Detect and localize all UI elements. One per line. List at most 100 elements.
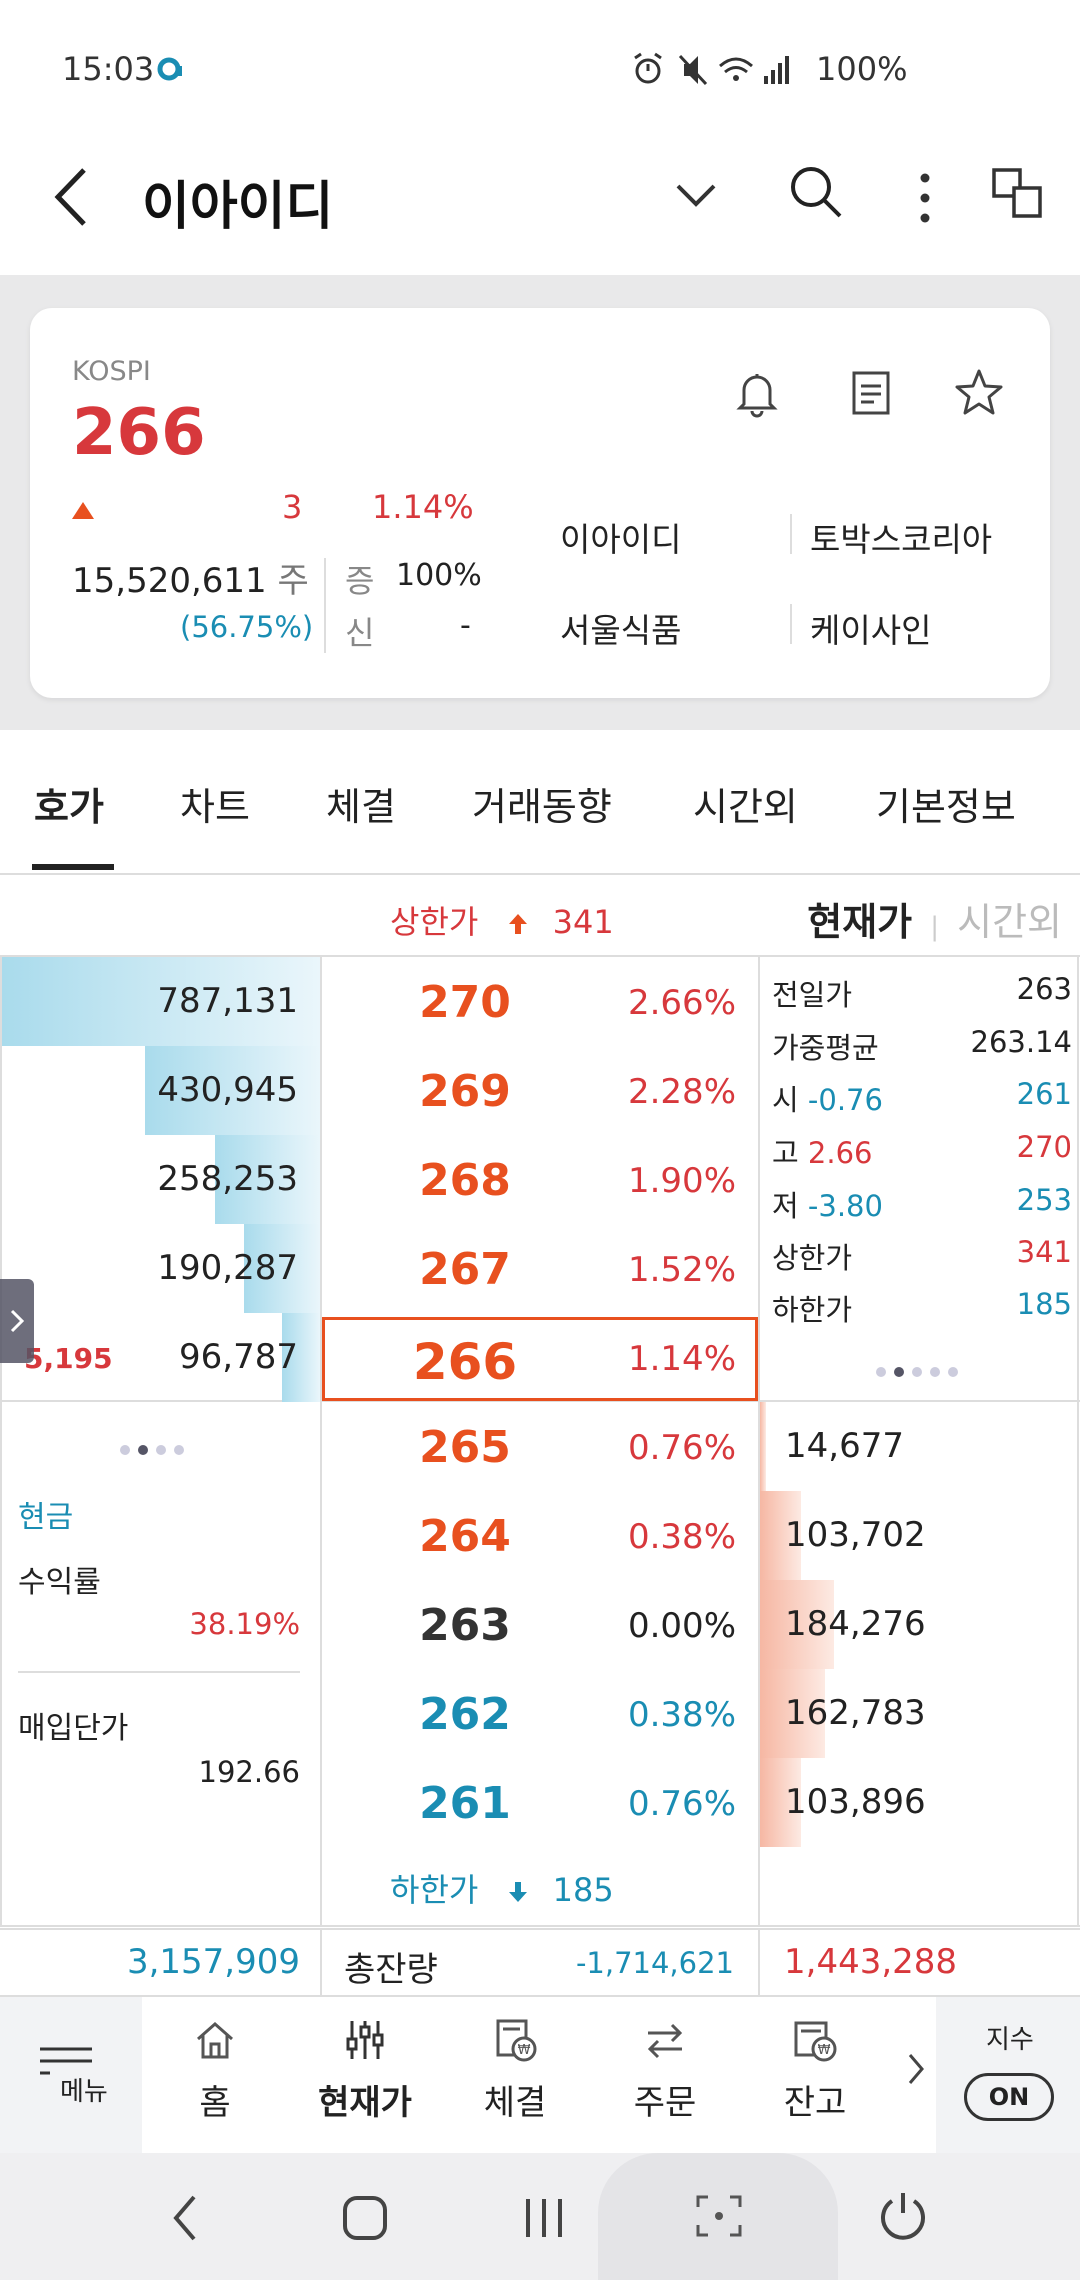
app-header: 이아이디 <box>0 140 1080 275</box>
credit-value: - <box>460 608 471 643</box>
nav-home[interactable]: 홈 <box>150 2017 280 2124</box>
divider <box>320 955 322 1927</box>
index-label: 지수 <box>986 2025 1034 2055</box>
nav-current-price-label: 현재가 <box>318 2083 412 2123</box>
index-toggle[interactable]: ON <box>964 2073 1054 2121</box>
power-icon[interactable] <box>876 2189 930 2243</box>
tab-orderbook[interactable]: 호가 <box>34 785 104 829</box>
upper-limit-info-value: 341 <box>1016 1235 1072 1269</box>
vwap-label: 가중평균 <box>772 1031 879 1065</box>
back-icon[interactable] <box>50 162 94 232</box>
chevron-right-icon <box>10 1309 25 1333</box>
menu-label: 메뉴 <box>60 2077 108 2107</box>
bid-rate: 0.76% <box>627 1784 736 1824</box>
status-bar: 15:03 100% <box>0 0 1080 130</box>
mode-toggle: 현재가 | 시간외 <box>807 891 1062 946</box>
bid-rate: 0.38% <box>627 1695 736 1735</box>
mode-current-price[interactable]: 현재가 <box>807 900 913 944</box>
related-stock-4[interactable]: 케이사인 <box>810 611 932 650</box>
bid-volume-bar <box>760 1491 801 1580</box>
bid-price: 264 <box>419 1511 511 1562</box>
bid-price-row[interactable]: 261 0.76% <box>320 1778 750 1829</box>
multi-window-icon[interactable] <box>990 166 1048 222</box>
stock-summary-card: KOSPI 266 3 1.14% 15,520,611 주 (56.75%) … <box>30 308 1050 698</box>
ask-volume-bar <box>145 1046 320 1135</box>
volume-unit: 주 <box>277 561 309 601</box>
open-value: 261 <box>1016 1077 1072 1111</box>
mode-after-hours[interactable]: 시간외 <box>957 900 1062 944</box>
related-stock-2[interactable]: 토박스코리아 <box>810 520 993 559</box>
nav-home-label: 홈 <box>199 2083 231 2123</box>
open-rate: -0.76 <box>807 1083 883 1117</box>
ask-price: 268 <box>419 1155 511 1206</box>
bell-icon[interactable] <box>730 366 784 420</box>
tab-trades[interactable]: 체결 <box>326 785 396 829</box>
low-label: 저 -3.80 <box>772 1189 883 1223</box>
nav-order[interactable]: 주문 <box>600 2017 730 2124</box>
capture-button[interactable] <box>598 2153 838 2280</box>
info-page-indicator[interactable] <box>876 1362 966 1381</box>
more-options-icon[interactable] <box>916 170 934 226</box>
ask-price-row[interactable]: 268 1.90% <box>320 1155 750 1206</box>
yield-value: 38.19% <box>189 1607 300 1641</box>
holdings-page-indicator[interactable] <box>120 1440 192 1459</box>
ask-rate: 1.52% <box>627 1250 736 1290</box>
search-icon[interactable] <box>788 164 844 220</box>
system-recents-icon[interactable] <box>522 2193 566 2243</box>
menu-button[interactable]: 메뉴 <box>0 1997 142 2155</box>
bid-price-row[interactable]: 264 0.38% <box>320 1511 750 1562</box>
ask-price-row[interactable]: 267 1.52% <box>320 1244 750 1295</box>
memo-icon[interactable] <box>844 366 898 420</box>
volume-ratio: (56.75%) <box>180 610 314 644</box>
balance-won-icon: ₩ <box>794 2021 837 2062</box>
change-percent: 1.14% <box>372 488 474 526</box>
divider <box>0 1400 1080 1402</box>
divider <box>790 514 792 554</box>
bid-total: 1,443,288 <box>784 1942 958 1982</box>
screen-capture-icon <box>696 2195 742 2237</box>
side-panel-handle[interactable] <box>0 1279 34 1363</box>
divider <box>0 955 1080 957</box>
related-stock-1[interactable]: 이아이디 <box>560 520 682 559</box>
high-value: 270 <box>1016 1130 1072 1164</box>
ask-price: 267 <box>419 1244 511 1295</box>
bid-volume: 103,702 <box>785 1515 926 1555</box>
ask-price-row[interactable]: 269 2.28% <box>320 1066 750 1117</box>
tab-chart[interactable]: 차트 <box>180 785 250 829</box>
tab-bar: 호가 차트 체결 거래동향 시간외 기본정보 <box>0 730 1080 875</box>
low-rate: -3.80 <box>807 1189 883 1223</box>
volume-value: 15,520,611 <box>72 561 267 601</box>
chevron-down-icon[interactable] <box>674 180 718 210</box>
ask-rate: 1.90% <box>627 1161 736 1201</box>
ask-volume-bar <box>244 1224 320 1313</box>
bid-price-row[interactable]: 263 0.00% <box>320 1600 750 1651</box>
nav-trades[interactable]: ₩ 체결 <box>450 2017 580 2124</box>
svg-text:₩: ₩ <box>518 2043 531 2058</box>
nav-more-chevron-icon[interactable] <box>904 2049 928 2089</box>
tab-basic-info[interactable]: 기본정보 <box>876 785 1016 829</box>
cash-label[interactable]: 현금 <box>18 1500 74 1535</box>
ask-rate: 2.66% <box>627 983 736 1023</box>
nav-current-price[interactable]: 현재가 <box>300 2017 430 2124</box>
ask-price-row[interactable]: 270 2.66% <box>320 977 750 1028</box>
avg-price-value: 192.66 <box>198 1755 300 1789</box>
system-home-icon[interactable] <box>340 2193 390 2243</box>
total-volume-row: 3,157,909 총잔량 -1,714,621 1,443,288 <box>0 1928 1080 2000</box>
upper-limit: 상한가 341 <box>390 897 614 943</box>
nav-balance[interactable]: ₩ 잔고 <box>750 2017 880 2124</box>
star-icon[interactable] <box>952 366 1006 420</box>
high-rate: 2.66 <box>807 1136 873 1170</box>
bid-price-row[interactable]: 265 0.76% <box>320 1422 750 1473</box>
ask-price-row[interactable]: 266 1.14% <box>320 1333 750 1391</box>
related-stock-3[interactable]: 서울식품 <box>560 611 682 650</box>
bid-rate: 0.00% <box>627 1606 736 1646</box>
ask-volume: 96,787 <box>179 1337 298 1377</box>
tab-trading-trends[interactable]: 거래동향 <box>472 785 612 829</box>
bid-price-row[interactable]: 262 0.38% <box>320 1689 750 1740</box>
orderbook: 상한가 341 현재가 | 시간외 5,195 전일가 263 가중평균 263… <box>0 877 1080 1997</box>
market-label: KOSPI <box>72 356 151 387</box>
system-back-icon[interactable] <box>170 2193 200 2243</box>
divider <box>1077 955 1079 1927</box>
bid-price: 261 <box>419 1778 511 1829</box>
tab-after-hours[interactable]: 시간외 <box>693 785 798 829</box>
